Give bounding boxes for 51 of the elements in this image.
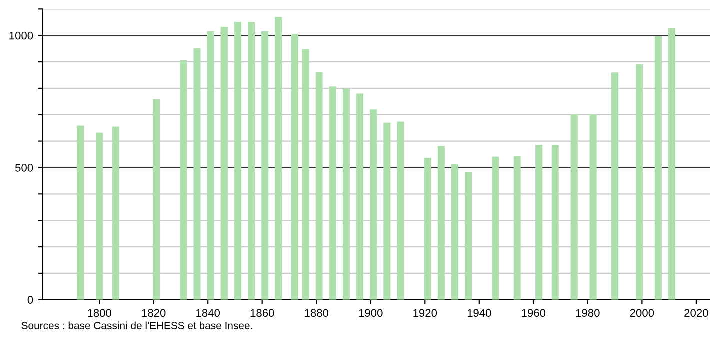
- y-tick-label: 1000: [10, 32, 34, 40]
- bar: [636, 64, 643, 300]
- bar: [180, 60, 188, 300]
- bar: [234, 22, 242, 300]
- bar: [424, 158, 432, 300]
- x-tick-label: 1880: [305, 309, 329, 318]
- x-tick-label: 1920: [414, 309, 438, 318]
- bar: [96, 132, 104, 300]
- x-tick-label: 1860: [250, 309, 274, 318]
- bar: [384, 122, 391, 300]
- bar: [112, 126, 120, 300]
- bar: [668, 28, 676, 300]
- bar: [612, 72, 619, 300]
- x-tick-label: 1820: [142, 309, 166, 318]
- bar: [438, 146, 445, 300]
- bar: [397, 122, 404, 300]
- bar: [302, 49, 310, 300]
- bar: [654, 36, 662, 300]
- bar: [329, 86, 336, 300]
- x-tick-label: 2000: [630, 309, 654, 318]
- x-tick-label: 1940: [468, 309, 492, 318]
- bar: [536, 145, 543, 300]
- x-tick-label: 1800: [88, 309, 112, 318]
- x-tick-label: 2020: [684, 309, 708, 318]
- bar: [590, 114, 597, 300]
- bar: [465, 172, 472, 300]
- bar: [570, 114, 578, 300]
- bar: [492, 156, 500, 300]
- bar: [248, 22, 256, 300]
- x-tick-label: 1960: [522, 309, 546, 318]
- bar: [316, 72, 323, 300]
- x-tick-label: 1840: [196, 309, 220, 318]
- y-tick-label: 500: [15, 164, 34, 172]
- bar: [207, 31, 214, 300]
- y-tick-label: 0: [28, 296, 34, 304]
- bar: [451, 164, 459, 300]
- bar: [194, 48, 201, 300]
- bar: [291, 34, 298, 300]
- bar: [275, 17, 282, 300]
- bar: [262, 31, 269, 300]
- x-tick-label: 1900: [359, 309, 383, 318]
- bar: [220, 27, 228, 300]
- source-note: Sources : base Cassini de l'EHESS et base Insee.: [22, 322, 252, 330]
- bar: [342, 88, 350, 300]
- bar: [77, 126, 84, 300]
- x-tick-label: 1980: [576, 309, 600, 318]
- bar: [370, 110, 378, 300]
- bar: [356, 94, 364, 300]
- bar: [514, 156, 521, 300]
- bar: [153, 100, 160, 300]
- bar: [552, 145, 559, 300]
